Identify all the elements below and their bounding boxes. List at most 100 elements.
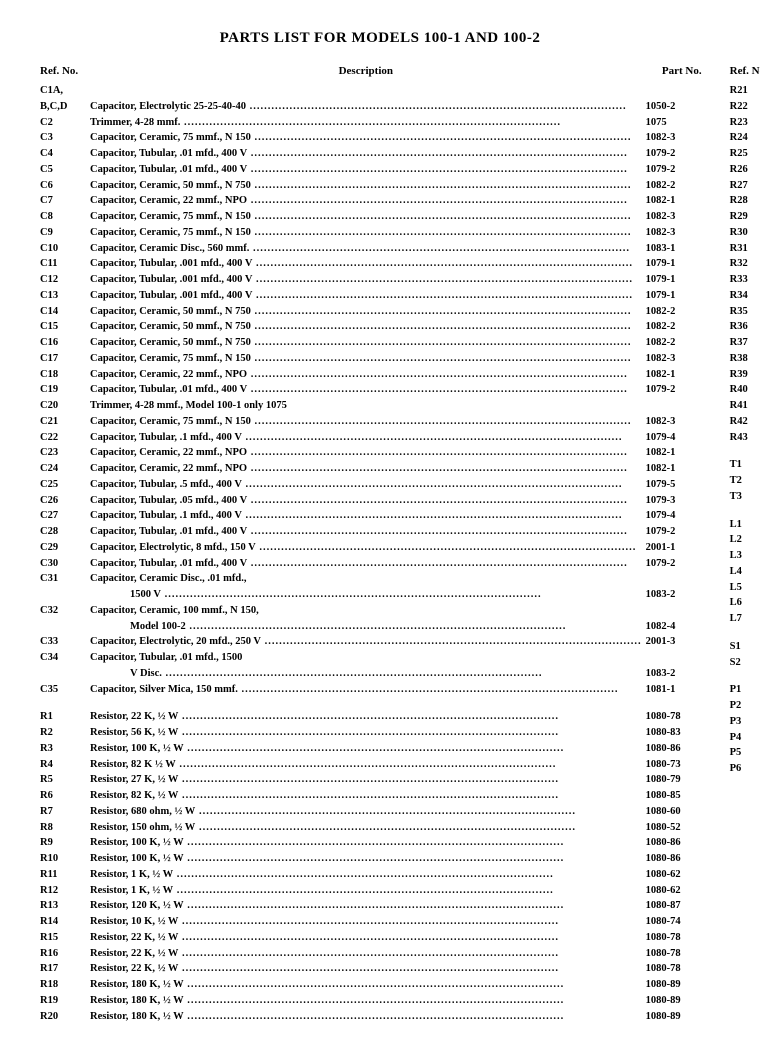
ref-no: L6 bbox=[730, 595, 760, 611]
part-no: 1080-62 bbox=[642, 883, 702, 899]
table-row: R21Resistor, 470 K, ½ W1080-94 bbox=[730, 83, 760, 99]
ref-no: R31 bbox=[730, 241, 760, 257]
table-row: R13Resistor, 120 K, ½ W1080-87 bbox=[40, 898, 702, 914]
table-row: R34Resistor, 12 K, ½ W1080-75 bbox=[730, 288, 760, 304]
ref-no: R37 bbox=[730, 335, 760, 351]
part-no: 1082-1 bbox=[642, 461, 702, 477]
part-no: 1079-3 bbox=[642, 493, 702, 509]
ref-no: C11 bbox=[40, 256, 90, 272]
ref-no: C14 bbox=[40, 304, 90, 320]
ref-no: L7 bbox=[730, 611, 760, 627]
ref-no: R10 bbox=[40, 851, 90, 867]
description: Capacitor, Tubular, .001 mfd., 400 V bbox=[90, 272, 642, 288]
table-row: C12Capacitor, Tubular, .001 mfd., 400 V1… bbox=[40, 272, 702, 288]
table-row: C19Capacitor, Tubular, .01 mfd., 400 V10… bbox=[40, 382, 702, 398]
description: Capacitor, Tubular, .5 mfd., 400 V bbox=[90, 477, 642, 493]
description: Capacitor, Tubular, .1 mfd., 400 V bbox=[90, 508, 642, 524]
table-row: C7Capacitor, Ceramic, 22 mmf., NPO1082-1 bbox=[40, 193, 702, 209]
ref-no: C18 bbox=[40, 367, 90, 383]
ref-no: L4 bbox=[730, 564, 760, 580]
description: Capacitor, Tubular, .001 mfd., 400 V bbox=[90, 288, 642, 304]
part-no: 1080-89 bbox=[642, 1009, 702, 1025]
part-no: 1079-1 bbox=[642, 272, 702, 288]
table-row: R30Resistor, 47 K, ½ W1080-82 bbox=[730, 225, 760, 241]
ref-no: S1 bbox=[730, 639, 760, 655]
ref-no: R26 bbox=[730, 162, 760, 178]
table-row: Knob, Gain and Motor2006 bbox=[730, 820, 760, 836]
ref-no: C31 bbox=[40, 571, 90, 587]
table-row: C11Capacitor, Tubular, .001 mfd., 400 V1… bbox=[40, 256, 702, 272]
table-row: T1Transformer, Power1049 bbox=[730, 457, 760, 473]
right-column: Ref. No. Description Part No. R21Resisto… bbox=[730, 65, 760, 1024]
ref-no: R22 bbox=[730, 99, 760, 115]
description: Capacitor, Ceramic, 22 mmf., NPO bbox=[90, 461, 642, 477]
description: Resistor, 27 K, ½ W bbox=[90, 772, 642, 788]
page-title: PARTS LIST FOR MODELS 100-1 AND 100-2 bbox=[40, 30, 720, 47]
table-row: R29Resistor, 10 K, ½ W1080-74 bbox=[730, 209, 760, 225]
description: Capacitor, Tubular, .01 mfd., 400 V bbox=[90, 162, 642, 178]
part-no: 1080-74 bbox=[642, 914, 702, 930]
table-row: S2Switch, Momentary, Motor Start1008 bbox=[730, 655, 760, 671]
table-row: R19Resistor, 180 K, ½ W1080-89 bbox=[40, 993, 702, 1009]
table-row: L2Coil, Phasing1078 bbox=[730, 532, 760, 548]
description: Capacitor, Tubular, .01 mfd., 400 V bbox=[90, 524, 642, 540]
table-row: T2Transformer, 3.58 Mv.1054 bbox=[730, 473, 760, 489]
ref-no: R28 bbox=[730, 193, 760, 209]
ref-no: T1 bbox=[730, 457, 760, 473]
table-row: C3Capacitor, Ceramic, 75 mmf., N 1501082… bbox=[40, 130, 702, 146]
ref-no: R33 bbox=[730, 272, 760, 288]
description: Resistor, 100 K, ½ W bbox=[90, 851, 642, 867]
ref-no: C23 bbox=[40, 445, 90, 461]
part-no: 2001-1 bbox=[642, 540, 702, 556]
ref-no: R8 bbox=[40, 820, 90, 836]
table-row: P3Socket, Octal1016 bbox=[730, 714, 760, 730]
part-no: 1079-4 bbox=[642, 508, 702, 524]
part-no: 1082-2 bbox=[642, 304, 702, 320]
table-row: P5Socket, Motor Cable2085 bbox=[730, 745, 760, 761]
table-row: Knob, Color Lock2005 bbox=[730, 836, 760, 852]
description: Capacitor, Tubular, .01 mfd., 400 V bbox=[90, 146, 642, 162]
description: Capacitor, Tubular, .1 mfd., 400 V bbox=[90, 430, 642, 446]
ref-no: R34 bbox=[730, 288, 760, 304]
part-no: 1082-3 bbox=[642, 209, 702, 225]
left-headers: Ref. No. Description Part No. bbox=[40, 65, 702, 77]
ref-no: L1 bbox=[730, 517, 760, 533]
part-no: 1075 bbox=[642, 115, 702, 131]
table-row: R35Resistor, 100 K, ½ W1080-86 bbox=[730, 304, 760, 320]
table-row: C22Capacitor, Tubular, .1 mfd., 400 V107… bbox=[40, 430, 702, 446]
description: Capacitor, Ceramic, 100 mmf., N 150, bbox=[90, 603, 642, 619]
table-row: Socket, Crystal1017 bbox=[730, 805, 760, 821]
part-no: 1082-4 bbox=[642, 619, 702, 635]
ref-no: R13 bbox=[40, 898, 90, 914]
table-row: L4Coil, 3.58 Mc.1076 bbox=[730, 564, 760, 580]
header-part: Part No. bbox=[642, 65, 702, 77]
ref-no: R38 bbox=[730, 351, 760, 367]
description: Capacitor, Ceramic, 75 mmf., N 150 bbox=[90, 130, 642, 146]
table-row: R10Resistor, 100 K, ½ W1080-86 bbox=[40, 851, 702, 867]
ref-no: R9 bbox=[40, 835, 90, 851]
description: Resistor, 22 K, ½ W bbox=[90, 709, 642, 725]
table-row: R3Resistor, 100 K, ½ W1080-86 bbox=[40, 741, 702, 757]
left-column: Ref. No. Description Part No. C1A, B,C,D… bbox=[40, 65, 702, 1024]
table-row: R33Resistor, 820 K, ½ W1080-97 bbox=[730, 272, 760, 288]
table-row: R20Resistor, 180 K, ½ W1080-89 bbox=[40, 1009, 702, 1025]
ref-no: L2 bbox=[730, 532, 760, 548]
ref-no: R41 bbox=[730, 398, 760, 414]
ref-no: R18 bbox=[40, 977, 90, 993]
description: V Disc. bbox=[90, 666, 642, 682]
part-no: 1050-2 bbox=[642, 99, 702, 115]
table-row: C32Capacitor, Ceramic, 100 mmf., N 150, bbox=[40, 603, 702, 619]
ref-no: C19 bbox=[40, 382, 90, 398]
ref-no: C12 bbox=[40, 272, 90, 288]
ref-no: R30 bbox=[730, 225, 760, 241]
ref-no: R11 bbox=[40, 867, 90, 883]
ref-no: R40 bbox=[730, 382, 760, 398]
table-row: Belt1037 bbox=[730, 931, 760, 947]
right-headers: Ref. No. Description Part No. bbox=[730, 65, 760, 77]
part-no: 1083-1 bbox=[642, 241, 702, 257]
table-row: C30Capacitor, Tubular, .01 mfd., 400 V10… bbox=[40, 556, 702, 572]
ref-no: C6 bbox=[40, 178, 90, 194]
ref-no: S2 bbox=[730, 655, 760, 671]
ref-no: C13 bbox=[40, 288, 90, 304]
part-no: 1080-85 bbox=[642, 788, 702, 804]
